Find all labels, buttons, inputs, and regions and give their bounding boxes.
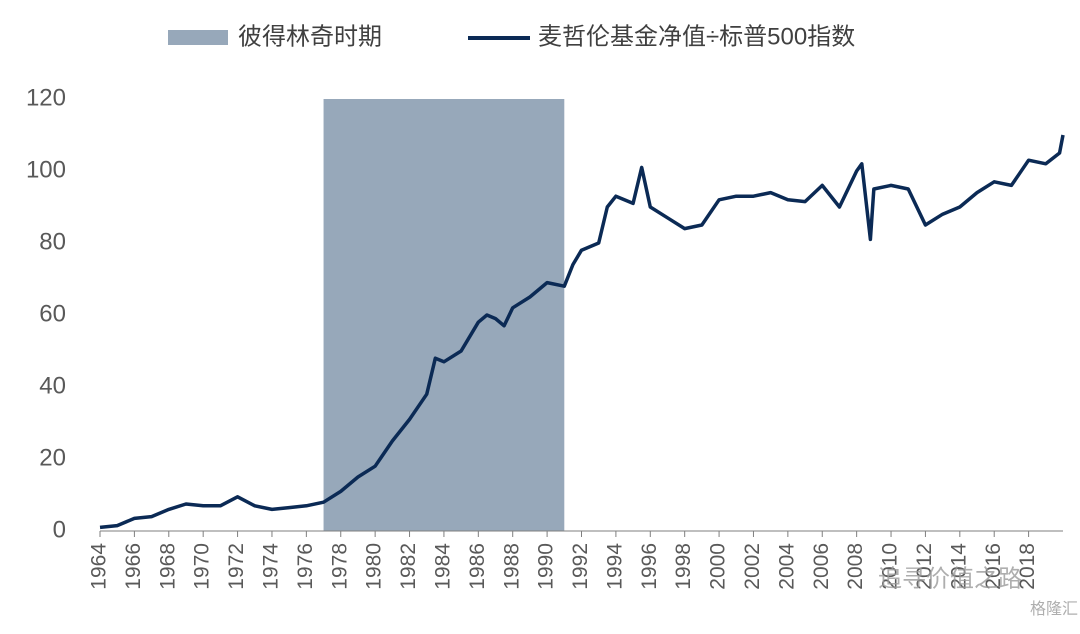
- x-tick-label: 2012: [913, 543, 936, 590]
- x-tick-label: 2004: [775, 543, 798, 590]
- legend-label: 彼得林奇时期: [238, 23, 382, 50]
- x-tick-label: 1986: [466, 543, 489, 590]
- y-tick-label: 40: [39, 372, 66, 399]
- x-tick-label: 1988: [500, 543, 523, 590]
- x-tick-label: 1994: [603, 543, 626, 590]
- y-tick-label: 80: [39, 228, 66, 255]
- x-tick-label: 2018: [1016, 543, 1039, 590]
- x-tick-label: 1998: [672, 543, 695, 590]
- y-tick-label: 100: [26, 156, 66, 183]
- legend-label: 麦哲伦基金净值÷标普500指数: [538, 23, 855, 50]
- x-tick-label: 1974: [260, 543, 283, 590]
- x-tick-label: 2002: [741, 543, 764, 590]
- x-tick-label: 2014: [947, 543, 970, 590]
- x-tick-label: 1978: [328, 543, 351, 590]
- x-tick-label: 2000: [707, 543, 730, 590]
- x-tick-label: 2010: [879, 543, 902, 590]
- x-tick-label: 1996: [638, 543, 661, 590]
- x-tick-label: 2006: [810, 543, 833, 590]
- legend-swatch: [168, 30, 228, 45]
- shaded-region: [323, 99, 565, 531]
- x-tick-label: 1976: [294, 543, 317, 590]
- y-tick-label: 20: [39, 444, 66, 471]
- x-tick-label: 1980: [363, 543, 386, 590]
- x-tick-label: 1968: [156, 543, 179, 590]
- x-tick-label: 1966: [122, 543, 145, 590]
- y-tick-label: 120: [26, 84, 66, 111]
- watermark: 格隆汇: [1030, 600, 1078, 618]
- x-tick-label: 1964: [88, 543, 111, 590]
- y-tick-label: 60: [39, 300, 66, 327]
- watermark: 追寻价值之路: [878, 565, 1022, 592]
- x-tick-label: 1992: [569, 543, 592, 590]
- data-line: [99, 134, 1065, 530]
- x-tick-label: 1970: [191, 543, 214, 590]
- y-tick-label: 0: [53, 516, 66, 543]
- x-tick-label: 2016: [982, 543, 1005, 590]
- x-tick-label: 1972: [225, 543, 248, 590]
- x-tick-label: 1984: [431, 543, 454, 590]
- x-tick-label: 1990: [535, 543, 558, 590]
- x-tick-label: 1982: [397, 543, 420, 590]
- x-tick-label: 2008: [844, 543, 867, 590]
